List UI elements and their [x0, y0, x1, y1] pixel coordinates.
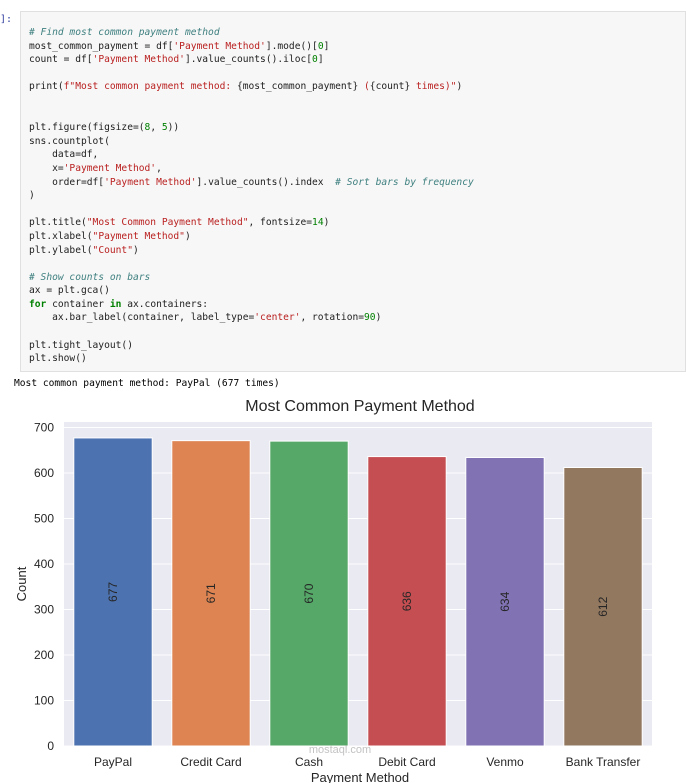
data-label: 677	[106, 582, 120, 602]
y-axis-label: Count	[14, 566, 29, 601]
code-line: most_common_payment = df['Payment Method…	[29, 40, 330, 52]
code-line: ax.bar_label(container, label_type='cent…	[29, 312, 382, 324]
cell-prompt: ]:	[0, 14, 13, 25]
y-tick-label: 700	[34, 420, 54, 434]
code-line: data=df,	[29, 149, 99, 161]
code-line: plt.figure(figsize=(8, 5))	[29, 122, 180, 134]
data-label: 634	[498, 591, 512, 611]
plot-area	[64, 422, 652, 746]
y-tick-label: 100	[34, 693, 54, 707]
code-line: )	[29, 190, 35, 202]
code-cell[interactable]: # Find most common payment method most_c…	[20, 11, 686, 372]
code-line: ax = plt.gca()	[29, 285, 110, 297]
x-tick-label: Debit Card	[378, 755, 435, 769]
countplot-chart: 677 671 670 636 634 612 0 100 200 300 400 500 600 70…	[14, 398, 652, 783]
x-tick-label: Cash	[295, 755, 323, 769]
code-line: x='Payment Method',	[29, 162, 162, 174]
code-line: count = df['Payment Method'].value_count…	[29, 54, 324, 66]
code-line: for container in ax.containers:	[29, 298, 209, 310]
bar-debit-card	[367, 456, 447, 747]
x-axis-label: Payment Method	[311, 770, 409, 783]
watermark: mostaql.com	[309, 744, 371, 756]
data-label: 670	[302, 583, 316, 603]
x-tick-label: Credit Card	[180, 755, 241, 769]
chart-title: Most Common Payment Method	[245, 398, 474, 415]
code-line: plt.title("Most Common Payment Method", …	[29, 217, 330, 229]
code-editor[interactable]: # Find most common payment method most_c…	[21, 12, 685, 366]
x-tick-label: PayPal	[94, 755, 132, 769]
y-tick-label: 200	[34, 648, 54, 662]
cell-output: Most common payment method: PayPal (677 …	[14, 378, 280, 389]
bar-paypal	[73, 437, 153, 747]
code-line: plt.ylabel("Count")	[29, 244, 139, 256]
data-label: 636	[400, 591, 414, 611]
code-line: plt.xlabel("Payment Method")	[29, 230, 191, 242]
y-tick-label: 600	[34, 466, 54, 480]
bar-credit-card	[171, 440, 251, 747]
bar-venmo	[465, 456, 545, 747]
y-tick-label: 300	[34, 602, 54, 616]
y-tick-label: 0	[47, 739, 54, 753]
code-line: print(f"Most common payment method: {mos…	[29, 81, 463, 93]
code-line: sns.countplot(	[29, 135, 110, 147]
code-line: plt.show()	[29, 353, 87, 365]
code-line: # Show counts on bars	[29, 271, 151, 283]
y-tick-label: 400	[34, 557, 54, 571]
bar-bank-transfer	[563, 467, 643, 747]
x-tick-label: Venmo	[486, 755, 524, 769]
data-label: 671	[204, 583, 218, 603]
bar-cash	[269, 440, 349, 747]
code-line: order=df['Payment Method'].value_counts(…	[29, 176, 474, 188]
code-line: # Find most common payment method	[29, 27, 220, 38]
code-line: plt.tight_layout()	[29, 339, 133, 351]
y-tick-label: 500	[34, 511, 54, 525]
data-label: 612	[596, 596, 610, 616]
x-tick-label: Bank Transfer	[566, 755, 641, 769]
